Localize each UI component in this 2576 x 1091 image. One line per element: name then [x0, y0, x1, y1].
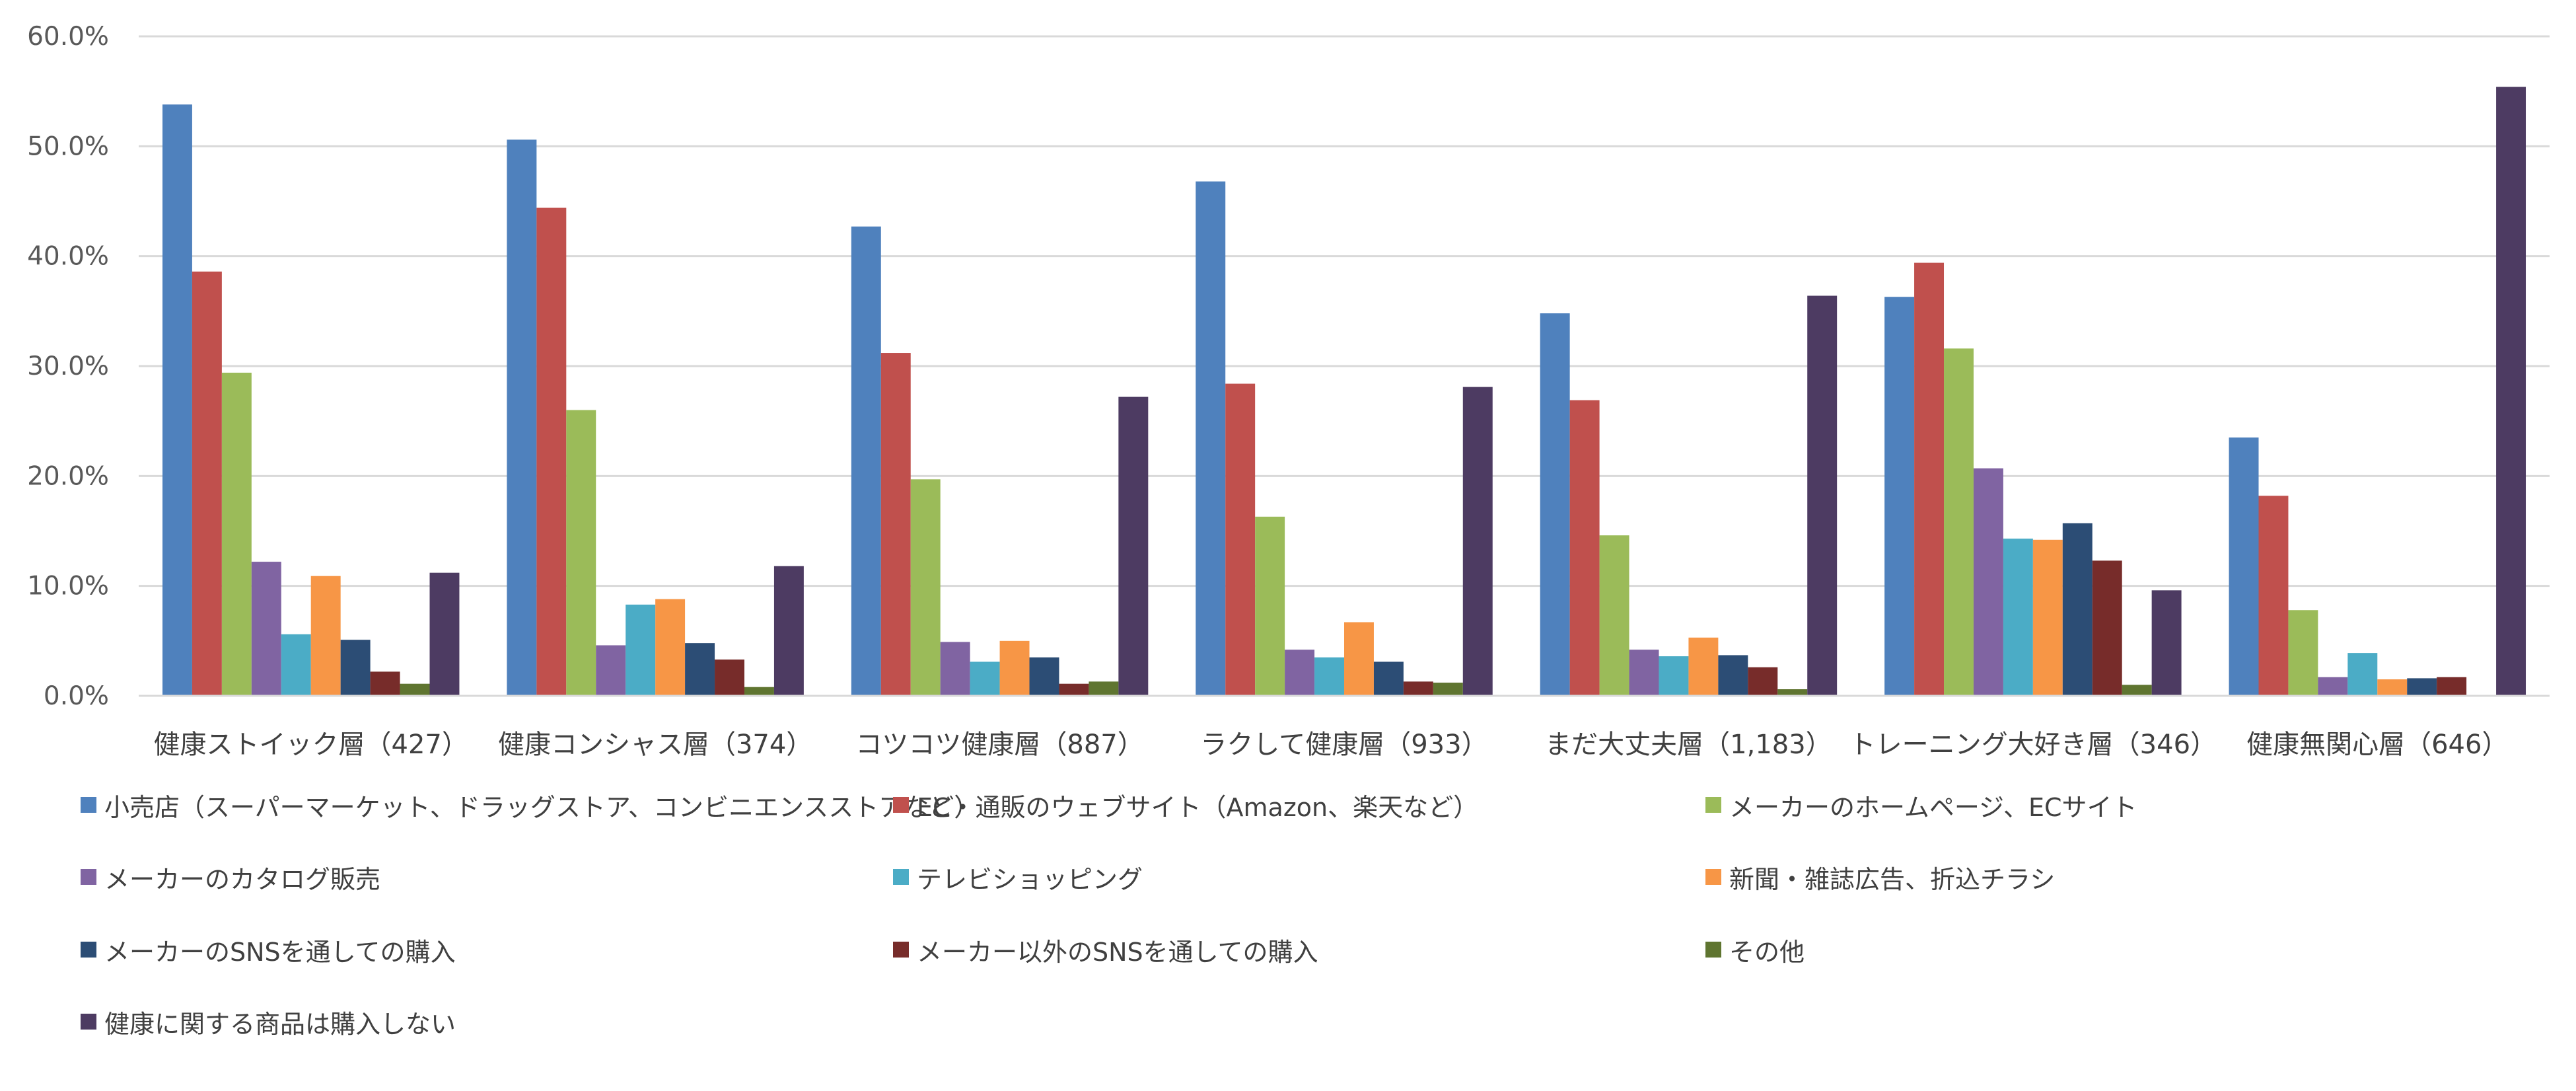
- bar: [429, 572, 460, 696]
- y-tick-label: 60.0%: [27, 22, 109, 52]
- bar: [2377, 679, 2408, 696]
- bar: [340, 640, 371, 696]
- bar: [2496, 87, 2526, 696]
- bar: [1462, 387, 1493, 696]
- x-tick-label: ラクして健康層（933）: [1200, 730, 1487, 760]
- bar: [2032, 539, 2063, 696]
- y-tick-label: 40.0%: [27, 242, 109, 272]
- bar: [1118, 396, 1149, 696]
- bar: [940, 642, 970, 696]
- bar: [1255, 516, 1285, 696]
- bar: [536, 207, 567, 696]
- bar: [1884, 297, 1915, 696]
- bar: [2003, 539, 2033, 696]
- bar: [880, 353, 911, 696]
- bar: [2258, 496, 2289, 696]
- bar: [2288, 610, 2318, 696]
- bar: [2437, 677, 2467, 696]
- bar: [910, 479, 941, 696]
- bar: [162, 104, 192, 696]
- bar: [2318, 677, 2348, 696]
- bar: [2122, 685, 2152, 696]
- bar: [715, 659, 744, 696]
- bar: [999, 640, 1030, 696]
- bar: [310, 576, 341, 696]
- x-tick-label: トレーニング大好き層（346）: [1849, 730, 2217, 760]
- bar: [970, 661, 1000, 696]
- bar: [1403, 681, 1433, 696]
- bar: [1807, 295, 1838, 696]
- bar: [1540, 313, 1570, 696]
- x-tick-label: 健康コンシャス層（374）: [498, 730, 812, 760]
- bar: [1973, 468, 2003, 696]
- x-tick-label: 健康無関心層（646）: [2246, 730, 2508, 760]
- bar: [655, 599, 686, 696]
- bar: [773, 566, 804, 696]
- bar: [1089, 681, 1119, 696]
- bar: [744, 687, 774, 696]
- bar: [2092, 560, 2122, 696]
- bar: [281, 634, 311, 696]
- bar: [1944, 348, 1974, 696]
- bar: [851, 226, 881, 696]
- bar: [1196, 181, 1226, 696]
- bar: [1659, 656, 1689, 696]
- bar: [2229, 437, 2259, 696]
- bar: [1914, 262, 1945, 696]
- bar: [2407, 678, 2437, 696]
- x-tick-label: コツコツ健康層（887）: [855, 730, 1143, 760]
- bar: [1433, 683, 1463, 696]
- y-tick-label: 30.0%: [27, 352, 109, 381]
- bar: [1599, 535, 1629, 696]
- bar: [221, 372, 252, 696]
- bar: [1285, 650, 1315, 696]
- bar: [626, 604, 656, 696]
- bar: [507, 139, 537, 696]
- bar: [1314, 657, 1344, 696]
- bar: [1373, 661, 1404, 696]
- bar: [1718, 655, 1748, 696]
- bar: [685, 643, 715, 696]
- bar: [1344, 622, 1374, 696]
- x-tick-label: 健康ストイック層（427）: [154, 730, 468, 760]
- bar: [370, 671, 400, 696]
- bar: [1777, 689, 1808, 696]
- bar: [2347, 653, 2378, 696]
- bar: [1569, 400, 1600, 696]
- bar: [1029, 657, 1059, 696]
- bar: [1225, 383, 1256, 696]
- bar: [192, 271, 222, 696]
- x-tick-label: まだ大丈夫層（1,183）: [1545, 730, 1832, 760]
- bar: [2062, 523, 2093, 696]
- bar: [1059, 683, 1089, 696]
- bar: [596, 645, 626, 696]
- bar: [2151, 590, 2182, 696]
- y-tick-label: 20.0%: [27, 461, 109, 491]
- bar: [1748, 667, 1778, 696]
- y-tick-label: 0.0%: [44, 681, 109, 711]
- y-tick-label: 10.0%: [27, 572, 109, 601]
- y-tick-label: 50.0%: [27, 132, 109, 161]
- bar: [1688, 637, 1719, 696]
- bar: [566, 410, 596, 696]
- bar: [1629, 650, 1659, 696]
- bar: [400, 683, 430, 696]
- bar: [251, 562, 281, 696]
